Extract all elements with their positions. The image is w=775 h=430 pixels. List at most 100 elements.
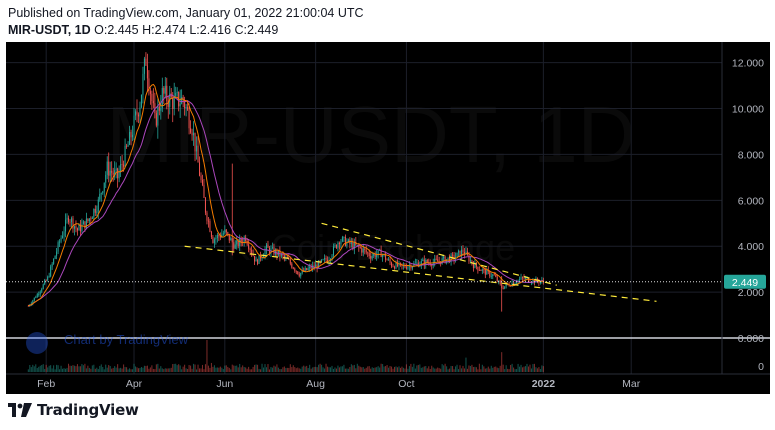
- candle-body: [505, 283, 507, 287]
- volume-bar: [388, 367, 390, 372]
- volume-bar: [496, 367, 498, 372]
- volume-bar: [126, 367, 128, 372]
- price-tick-label: 0.000: [738, 333, 764, 345]
- volume-bar: [469, 366, 471, 372]
- volume-bar: [50, 365, 52, 372]
- candle: [106, 156, 108, 180]
- candle-body: [221, 234, 223, 238]
- volume-bar: [59, 369, 61, 372]
- candle-body: [444, 256, 446, 263]
- volume-bar: [136, 367, 138, 372]
- candle-body: [145, 58, 147, 66]
- candle-body: [407, 266, 409, 269]
- candle-body: [423, 259, 425, 266]
- candle: [193, 121, 195, 146]
- volume-bar: [389, 365, 391, 372]
- candle: [42, 283, 44, 290]
- candle-body: [483, 269, 485, 271]
- last-price-text: 2.449: [732, 277, 758, 289]
- candle-body: [53, 258, 55, 264]
- volume-bar: [106, 367, 108, 372]
- candle: [389, 256, 391, 266]
- volume-bar: [307, 368, 309, 372]
- volume-bar: [286, 367, 288, 372]
- candle: [324, 254, 326, 264]
- candle: [97, 196, 99, 220]
- candle-body: [176, 92, 178, 94]
- time-tick-label: 2022: [532, 378, 556, 390]
- time-axis[interactable]: Feb Apr Jun Aug Oct 2022 Mar: [37, 378, 641, 390]
- volume-bar: [169, 368, 171, 372]
- volume-bar: [456, 364, 458, 372]
- candle-body: [367, 252, 369, 254]
- volume-bar: [99, 365, 101, 372]
- candle: [112, 167, 114, 182]
- candle-body: [114, 170, 116, 175]
- candle-body: [322, 259, 324, 261]
- candle: [181, 89, 183, 105]
- volume-bar: [242, 365, 244, 372]
- volume-bar: [377, 366, 379, 372]
- candle-body: [435, 258, 437, 260]
- volume-bar: [492, 367, 494, 372]
- candle: [132, 125, 134, 142]
- volume-bar: [337, 365, 339, 372]
- volume-bar: [277, 367, 279, 372]
- candle-body: [502, 288, 504, 289]
- volume-bar: [56, 364, 58, 372]
- candle-body: [50, 266, 52, 277]
- candle: [460, 245, 463, 260]
- volume-bar: [216, 367, 218, 372]
- volume-bar: [392, 368, 394, 372]
- candle: [136, 99, 138, 123]
- candle-body: [492, 274, 494, 277]
- candle-body: [59, 241, 61, 243]
- candle: [359, 245, 361, 249]
- candle-body: [368, 252, 370, 257]
- volume-bar: [316, 367, 318, 372]
- volume-bar: [404, 368, 406, 372]
- time-tick-label: Feb: [37, 378, 55, 390]
- candle: [48, 272, 50, 278]
- volume-bar: [297, 367, 299, 372]
- volume-bar: [273, 365, 275, 372]
- candle-body: [377, 250, 379, 255]
- candle-body: [465, 251, 467, 255]
- price-axis[interactable]: 12.000 10.000 8.000 6.000 4.000 2.000 0.000: [732, 58, 764, 345]
- candle: [197, 136, 199, 163]
- tradingview-brand: TradingView: [37, 401, 139, 419]
- volume-bar: [193, 363, 195, 372]
- candle-body: [460, 249, 463, 257]
- candle-body: [123, 164, 125, 167]
- volume-bar: [108, 365, 110, 372]
- chart-by-tradingview-logo[interactable]: Chart by TradingView: [26, 332, 189, 354]
- volume-bar: [251, 369, 253, 372]
- volume-bar: [541, 365, 543, 372]
- volume-bar: [303, 365, 305, 372]
- candle-body: [289, 259, 291, 264]
- candle: [164, 76, 166, 99]
- candle: [56, 247, 58, 260]
- candle: [99, 188, 101, 202]
- volume-bar: [285, 367, 287, 372]
- watermark-symbol: MIR-USDT, 1D: [107, 90, 636, 179]
- chart-by-text: Chart by TradingView: [64, 332, 189, 347]
- volume-bar: [76, 364, 78, 372]
- volume-bar: [230, 369, 232, 372]
- volume-bar: [435, 368, 437, 372]
- candle-body: [364, 248, 366, 250]
- volume-bar: [41, 364, 43, 372]
- candle: [120, 156, 122, 178]
- volume-bar: [265, 367, 268, 372]
- price-chart[interactable]: MIR-USDT, 1D KuCoin Exchange 12.00010.00…: [6, 42, 770, 394]
- volume-bar: [149, 367, 151, 372]
- candle: [365, 245, 367, 255]
- candle: [60, 235, 62, 244]
- candle-body: [420, 260, 422, 265]
- candle: [44, 278, 46, 286]
- volume-bar: [443, 365, 445, 372]
- candle: [201, 174, 204, 187]
- volume-bar: [411, 366, 413, 372]
- volume-bar: [221, 367, 223, 372]
- candle: [66, 213, 68, 224]
